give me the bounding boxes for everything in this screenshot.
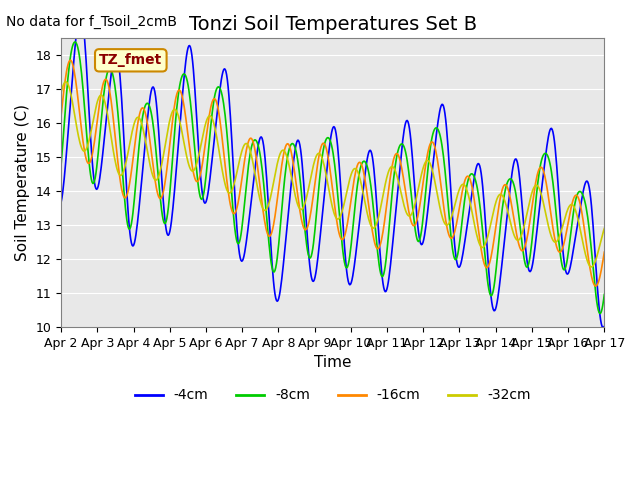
Title: Tonzi Soil Temperatures Set B: Tonzi Soil Temperatures Set B (189, 15, 477, 34)
Text: No data for f_Tsoil_2cmB: No data for f_Tsoil_2cmB (6, 14, 177, 28)
X-axis label: Time: Time (314, 355, 351, 370)
Legend: -4cm, -8cm, -16cm, -32cm: -4cm, -8cm, -16cm, -32cm (129, 383, 536, 408)
Text: TZ_fmet: TZ_fmet (99, 53, 163, 67)
Y-axis label: Soil Temperature (C): Soil Temperature (C) (15, 104, 30, 261)
